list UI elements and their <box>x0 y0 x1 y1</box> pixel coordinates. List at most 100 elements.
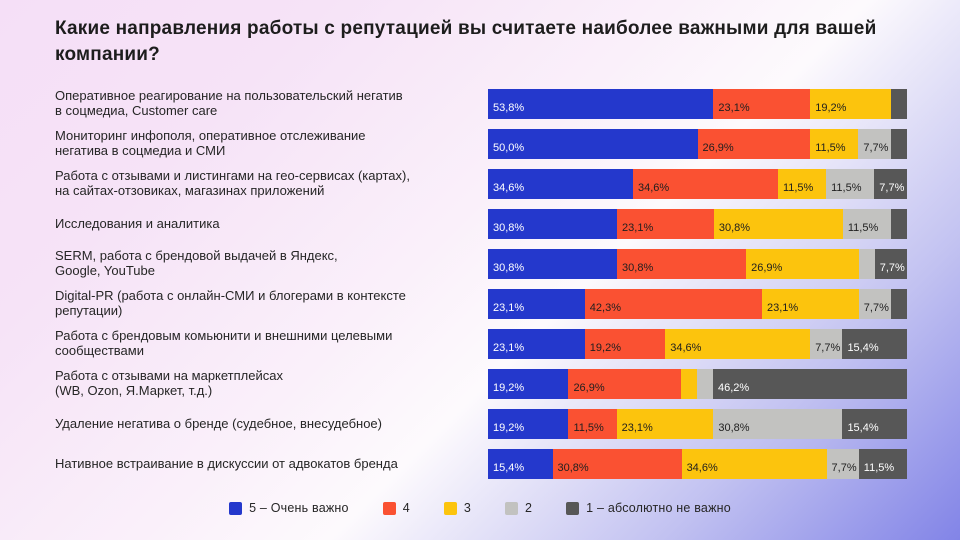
bar-segment: 19,2% <box>488 369 569 399</box>
bar-segment: 11,5% <box>810 129 859 159</box>
segment-value-label: 23,1% <box>493 342 525 354</box>
bar-segment <box>697 369 713 399</box>
bar-segment: 42,3% <box>584 289 763 319</box>
segment-value-label: 26,9% <box>751 262 783 274</box>
segment-value-label: 26,9% <box>573 382 605 394</box>
segment-value-label: 23,1% <box>621 422 653 434</box>
bar-segment: 15,4% <box>842 409 907 439</box>
legend-swatch-icon <box>566 501 580 515</box>
bar-segment: 30,8% <box>488 209 618 239</box>
segment-value-label: 7,7% <box>879 262 905 274</box>
bar-segment: 23,1% <box>762 289 859 319</box>
legend-item: 2 <box>505 501 532 515</box>
segment-value-label: 30,8% <box>493 262 525 274</box>
segment-value-label: 11,5% <box>863 462 895 474</box>
segment-value-label: 23,1% <box>767 302 799 314</box>
segment-value-label <box>859 274 864 279</box>
bar-segment: 11,5% <box>777 169 827 199</box>
bar-segment: 50,0% <box>488 129 698 159</box>
bar-segment <box>890 129 907 159</box>
segment-value-label: 15,4% <box>847 342 879 354</box>
segment-value-label: 30,8% <box>493 222 525 234</box>
category-label: SERM, работа с брендовой выдачей в Яндек… <box>55 248 338 278</box>
segment-value-label: 23,1% <box>622 222 654 234</box>
segment-value-label: 11,5% <box>782 182 814 194</box>
bar-segment: 23,1% <box>616 409 714 439</box>
segment-value-label: 15,4% <box>493 462 525 474</box>
bar-segment: 7,7% <box>858 129 891 159</box>
category-label: Нативное встраивание в дискуссии от адво… <box>55 455 398 471</box>
bar-track: 53,8% 23,1% 19,2% <box>488 89 907 119</box>
legend-swatch-icon <box>229 501 243 515</box>
bar-track: 50,0% 26,9% 11,5% 7,7% <box>488 129 907 159</box>
segment-value-label: 7,7% <box>863 302 889 314</box>
bar-segment: 11,5% <box>568 409 617 439</box>
segment-value-label: 30,8% <box>557 462 589 474</box>
bar-segment: 30,8% <box>713 409 843 439</box>
bar-segment: 46,2% <box>712 369 907 399</box>
bar-segment: 34,6% <box>632 169 778 199</box>
bar-segment: 19,2% <box>810 89 891 119</box>
legend-item: 3 <box>443 501 472 515</box>
bar-track: 30,8% 30,8% 26,9% 7,7% <box>488 249 907 279</box>
bar-segment: 30,8% <box>488 249 618 279</box>
segment-value-label <box>891 114 896 119</box>
stacked-bar-chart: Оперативное реагирование на пользователь… <box>55 84 907 484</box>
bar-segment: 23,1% <box>488 289 585 319</box>
segment-value-label: 30,8% <box>718 422 750 434</box>
segment-value-label <box>891 154 896 159</box>
segment-value-label: 11,5% <box>847 222 879 234</box>
bar-segment: 34,6% <box>488 169 633 199</box>
legend-label: 2 <box>525 501 533 515</box>
legend-label: 3 <box>463 501 472 515</box>
legend-label: 1 – абсолютно не важно <box>586 501 731 515</box>
segment-value-label: 19,2% <box>589 342 621 354</box>
legend-item: 1 – абсолютно не важно <box>566 501 731 515</box>
segment-value-label: 11,5% <box>815 142 846 154</box>
category-label: Digital-PR (работа с онлайн-СМИ и блогер… <box>55 288 406 318</box>
segment-value-label: 42,3% <box>589 302 621 314</box>
legend-swatch-icon <box>382 501 396 515</box>
bar-segment: 26,9% <box>697 129 811 159</box>
bar-track: 34,6% 34,6% 11,5% 11,5% 7,7% <box>488 169 907 199</box>
chart-row: Работа с брендовым комьюнити и внешними … <box>55 324 907 364</box>
bar-segment: 34,6% <box>665 329 811 359</box>
bar-segment <box>890 89 907 119</box>
bar-segment: 11,5% <box>842 209 892 239</box>
bar-segment: 7,7% <box>874 249 907 279</box>
bar-segment: 19,2% <box>584 329 666 359</box>
segment-value-label: 19,2% <box>815 102 847 114</box>
bar-segment: 7,7% <box>874 169 907 199</box>
segment-value-label: 34,6% <box>637 182 670 194</box>
legend-swatch-icon <box>443 501 457 515</box>
chart-row: Нативное встраивание в дискуссии от адво… <box>55 444 907 484</box>
bar-segment: 23,1% <box>617 209 714 239</box>
bar-segment: 30,8% <box>713 209 843 239</box>
chart-row: Digital-PR (работа с онлайн-СМИ и блогер… <box>55 284 907 324</box>
segment-value-label: 7,7% <box>831 462 857 474</box>
segment-value-label: 23,1% <box>718 102 750 114</box>
bar-track: 30,8% 23,1% 30,8% 11,5% <box>488 209 907 239</box>
segment-value-label: 26,9% <box>702 142 734 154</box>
segment-value-label <box>891 234 896 239</box>
legend-label: 5 – Очень важно <box>249 501 349 515</box>
segment-value-label: 7,7% <box>863 142 889 154</box>
page-title: Какие направления работы с репутацией вы… <box>55 18 877 65</box>
bar-segment: 7,7% <box>858 289 892 319</box>
segment-value-label: 30,8% <box>622 262 654 274</box>
category-label: Исследования и аналитика <box>55 215 220 231</box>
segment-value-label: 53,8% <box>493 102 525 114</box>
chart-row: Удаление негатива о бренде (судебное, вн… <box>55 404 907 444</box>
chart-row: Работа с отзывами на маркетплейсах (WB, … <box>55 364 907 404</box>
bar-segment: 7,7% <box>826 449 859 479</box>
bar-segment <box>858 249 875 279</box>
bar-segment: 23,1% <box>488 329 585 359</box>
bar-track: 15,4% 30,8% 34,6% 7,7% 11,5% <box>488 449 907 479</box>
segment-value-label: 11,5% <box>831 182 862 194</box>
bar-segment: 26,9% <box>746 249 859 279</box>
bar-segment: 30,8% <box>552 449 682 479</box>
bar-segment <box>681 369 698 399</box>
category-label: Работа с отзывами на маркетплейсах (WB, … <box>55 368 283 398</box>
bar-segment: 11,5% <box>858 449 907 479</box>
